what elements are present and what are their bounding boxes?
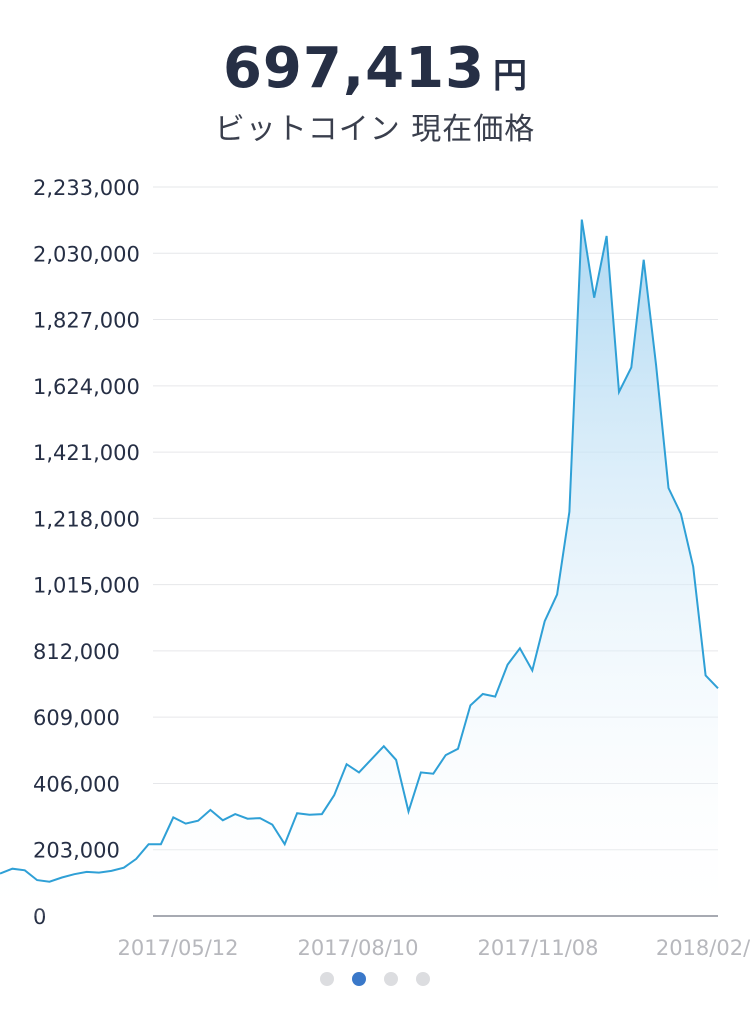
y-tick-label: 1,015,000 xyxy=(33,574,140,598)
y-tick-label: 1,827,000 xyxy=(33,309,140,333)
price-area-fill xyxy=(0,219,718,917)
x-tick-label: 2017/05/12 xyxy=(117,936,238,960)
price-subtitle: ビットコイン 現在価格 xyxy=(214,112,536,147)
page-dot[interactable] xyxy=(352,972,366,986)
page-indicator xyxy=(0,972,750,986)
y-tick-label: 2,233,000 xyxy=(33,176,140,200)
page-dot[interactable] xyxy=(384,972,398,986)
y-tick-label: 203,000 xyxy=(33,839,120,863)
y-tick-label: 1,421,000 xyxy=(33,441,140,465)
y-tick-label: 609,000 xyxy=(33,706,120,730)
y-tick-label: 1,624,000 xyxy=(33,375,140,399)
y-axis-labels: 2,233,000 2,030,000 1,827,000 1,624,000 1,42… xyxy=(33,176,140,929)
price-line xyxy=(0,219,719,883)
x-axis-labels: 2017/05/12 2017/08/10 2017/11/08 2018/02/ xyxy=(117,936,750,960)
current-price: 697,413 xyxy=(222,36,486,101)
x-tick-label: 2018/02/ xyxy=(656,936,750,960)
page-dot[interactable] xyxy=(416,972,430,986)
y-tick-label: 406,000 xyxy=(33,772,120,796)
y-tick-label: 2,030,000 xyxy=(33,242,140,266)
y-tick-label: 812,000 xyxy=(33,640,120,664)
price-header: 697,413 円 xyxy=(0,36,750,101)
y-tick-label: 1,218,000 xyxy=(33,507,140,531)
x-tick-label: 2017/08/10 xyxy=(297,936,418,960)
page-dot[interactable] xyxy=(320,972,334,986)
currency-unit: 円 xyxy=(493,56,528,96)
x-tick-label: 2017/11/08 xyxy=(477,936,598,960)
